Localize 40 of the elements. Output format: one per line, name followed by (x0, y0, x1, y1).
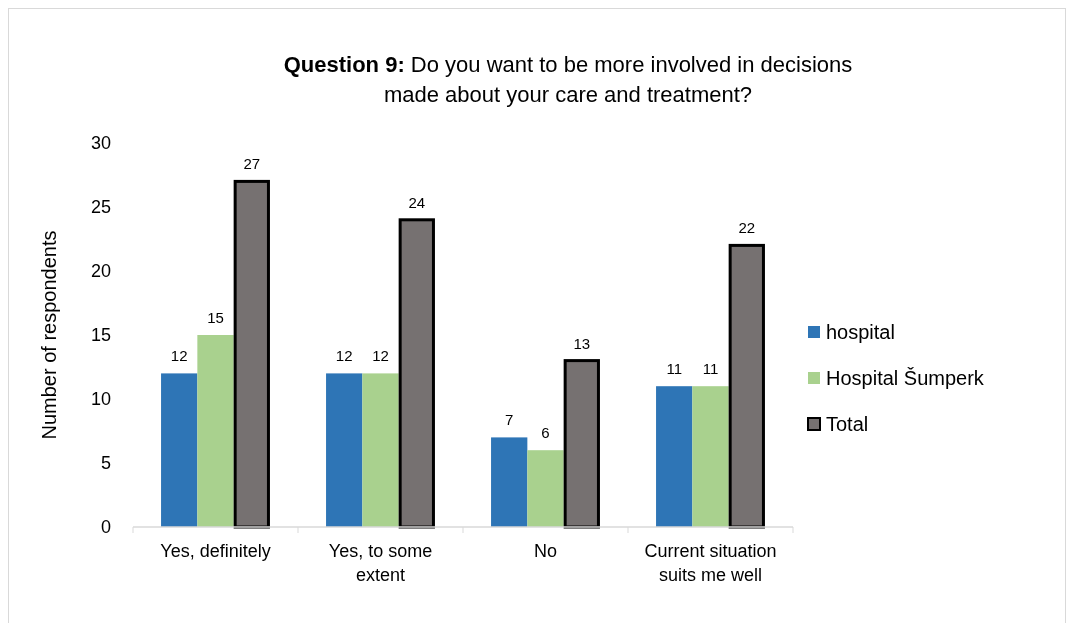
bar (527, 450, 564, 527)
data-label: 27 (243, 155, 261, 173)
data-label: 12 (335, 347, 353, 365)
y-tick-label: 10 (90, 389, 111, 410)
x-tick-label: No (533, 541, 558, 561)
data-label: 22 (738, 219, 756, 237)
bar (398, 218, 435, 529)
data-label: 7 (505, 411, 514, 429)
data-label: 11 (666, 360, 682, 378)
y-tick-label: 25 (90, 197, 111, 218)
x-tick-label: Current situation suits me well (644, 541, 777, 585)
bar (161, 373, 198, 527)
bar (491, 437, 528, 527)
bar (197, 335, 234, 527)
x-tick-label: Yes, to some extent (328, 541, 433, 585)
y-tick-label: 5 (100, 453, 111, 474)
legend-label: Hospital Šumperk (826, 367, 985, 389)
bar (692, 386, 729, 527)
bar (563, 359, 600, 529)
y-tick-label: 20 (90, 261, 111, 282)
legend-label: Total (826, 413, 869, 435)
y-tick-label: 15 (90, 325, 111, 346)
bar (362, 373, 399, 527)
data-label: 13 (573, 334, 591, 352)
bar (656, 386, 693, 527)
bar (233, 179, 270, 529)
data-label: 11 (702, 360, 719, 378)
chart-title: Question 9: Do you want to be more involved in decisions made about your care and treatment? (283, 52, 853, 107)
legend-label: hospital (826, 321, 895, 343)
data-label: 12 (372, 347, 389, 365)
data-label: 12 (170, 347, 188, 365)
y-tick-label: 30 (90, 133, 111, 154)
x-tick-label: Yes, definitely (160, 541, 271, 561)
data-label: 15 (207, 309, 224, 326)
data-label: 24 (408, 193, 426, 211)
y-axis-title: Number of respondents (38, 230, 60, 440)
bar (728, 243, 765, 529)
bar (326, 373, 363, 527)
y-tick-label: 0 (100, 517, 111, 538)
data-label: 6 (541, 424, 550, 442)
